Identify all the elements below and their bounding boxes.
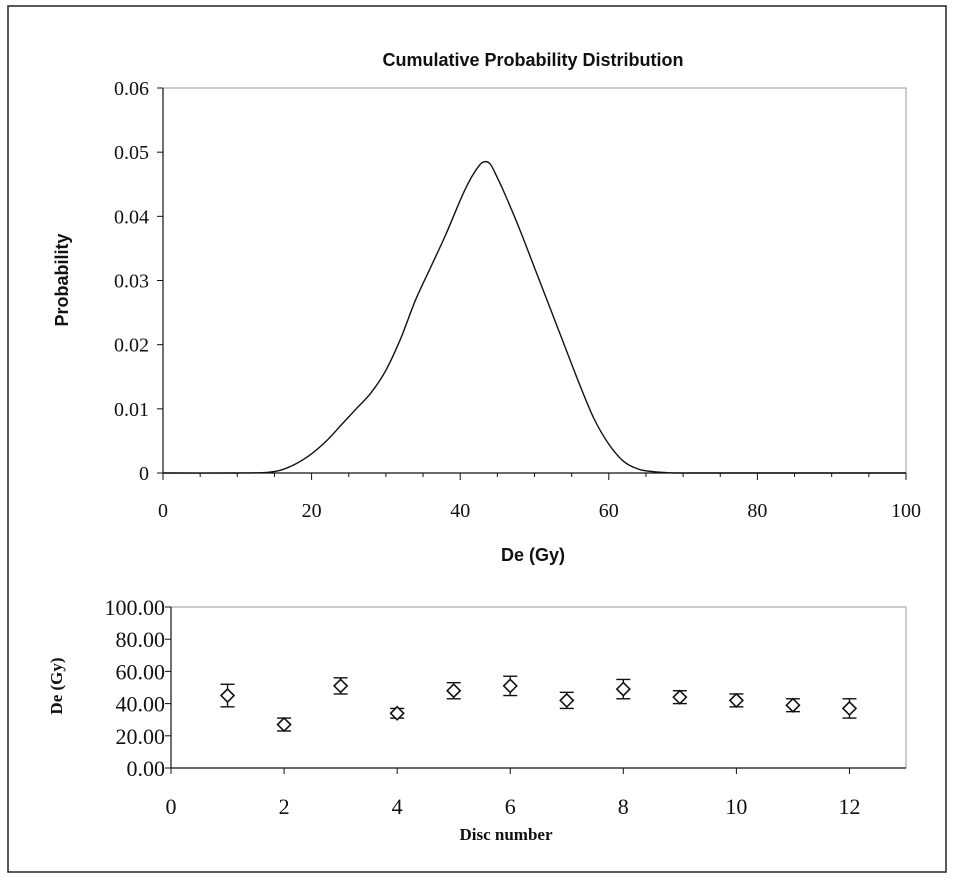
x-tick-label: 100: [891, 500, 921, 522]
de-plot: 0.00 20.00 40.00 60.00 80.00 100.00 0 2 4 6 8 10 12: [105, 595, 907, 819]
x-axis-label: Disc number: [459, 825, 552, 844]
x-tick-label: 80: [747, 500, 767, 522]
y-tick-label: 0.04: [114, 206, 149, 228]
y-tick-label: 40.00: [116, 692, 166, 717]
data-point: [219, 687, 236, 704]
x-ticks: 0 20 40 60 80 100: [158, 473, 921, 522]
x-tick-label: 2: [279, 794, 290, 819]
data-point: [276, 716, 292, 733]
y-ticks: 0 0.01 0.02 0.03 0.04 0.05 0.06: [114, 78, 163, 485]
y-tick-label: 80.00: [116, 627, 166, 652]
data-point: [559, 692, 575, 709]
y-tick-label: 0.00: [127, 756, 166, 781]
chart-title: Cumulative Probability Distribution: [382, 50, 683, 70]
y-tick-label: 0.01: [114, 399, 149, 421]
y-tick-label: 100.00: [105, 595, 166, 620]
data-point: [841, 700, 858, 717]
data-point: [446, 683, 462, 699]
series: [162, 160, 906, 474]
x-tick-label: 20: [302, 500, 322, 522]
y-axis-label: Probability: [52, 233, 72, 326]
x-axis-label: De (Gy): [501, 545, 565, 565]
probability-plot: 0 0.01 0.02 0.03 0.04 0.05 0.06 0 20 40 60 80 100: [114, 78, 921, 522]
x-tick-label: 10: [725, 794, 747, 819]
x-tick-label: 40: [450, 500, 470, 522]
x-ticks: 0 2 4 6 8 10 12: [166, 768, 860, 819]
x-tick-label: 6: [505, 794, 516, 819]
x-tick-label: 4: [392, 794, 403, 819]
data-point: [615, 681, 631, 697]
y-tick-label: 0.02: [114, 335, 149, 357]
series: [219, 675, 858, 733]
y-tick-label: 60.00: [116, 659, 166, 684]
y-tick-label: 0.06: [114, 78, 149, 100]
figure-frame: [7, 5, 947, 873]
x-tick-label: 0: [158, 500, 168, 522]
x-tick-label: 12: [838, 794, 860, 819]
x-tick-label: 60: [599, 500, 619, 522]
x-tick-label: 0: [166, 794, 177, 819]
y-tick-label: 20.00: [116, 724, 166, 749]
data-point: [785, 697, 801, 713]
data-point: [332, 678, 349, 694]
y-ticks: 0.00 20.00 40.00 60.00 80.00 100.00: [105, 595, 171, 781]
y-axis-label: De (Gy): [47, 657, 66, 714]
y-tick-label: 0.03: [114, 271, 149, 293]
data-point: [672, 689, 688, 705]
y-tick-label: 0.05: [114, 142, 149, 164]
y-tick-label: 0: [139, 463, 149, 485]
data-point: [502, 678, 518, 694]
probability-curve: [162, 160, 906, 474]
data-point: [728, 692, 745, 709]
x-tick-label: 8: [618, 794, 629, 819]
data-point: [389, 705, 405, 721]
